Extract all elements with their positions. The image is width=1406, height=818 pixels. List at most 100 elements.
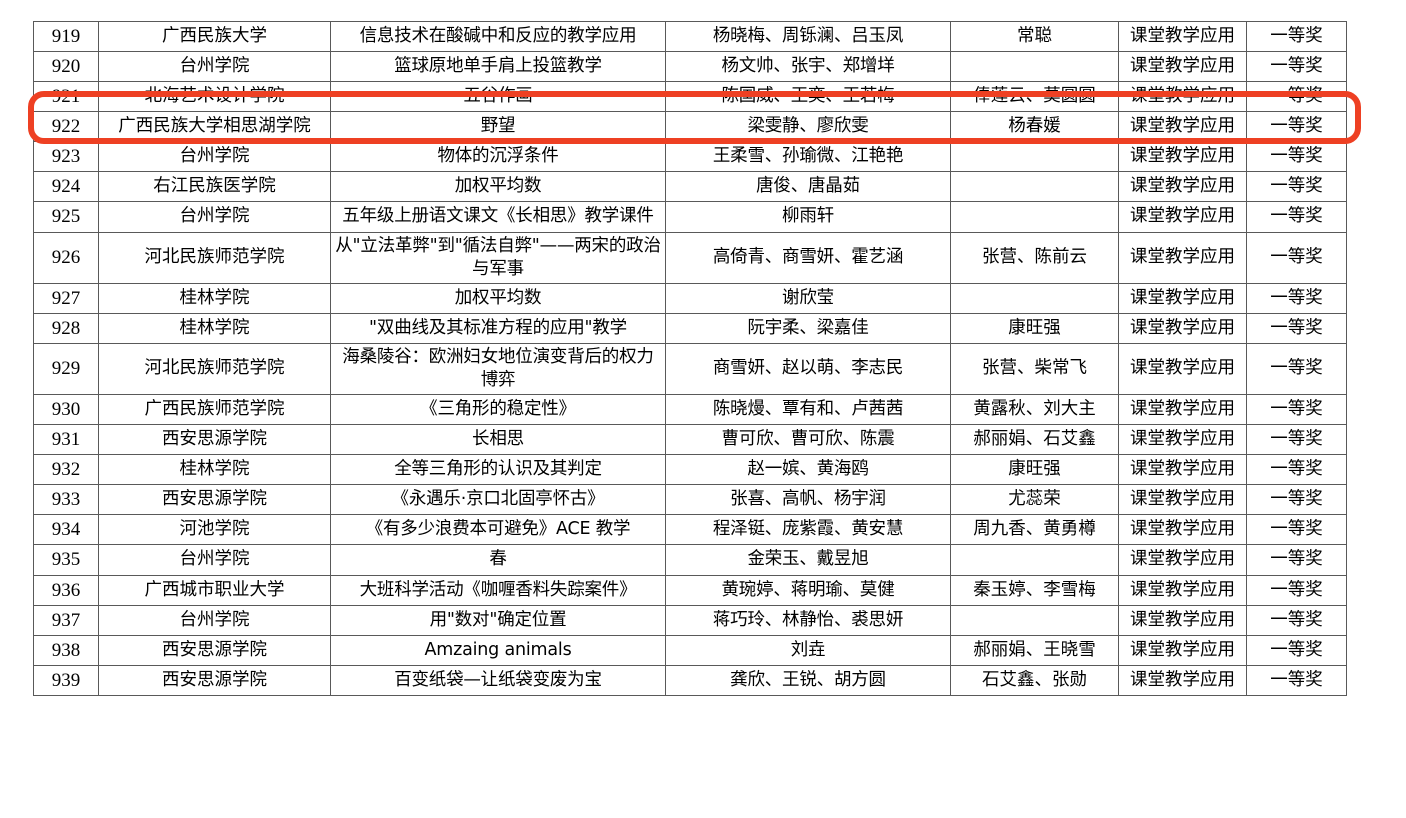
cell-school: 西安思源学院 — [98, 424, 331, 456]
cell-title: 《三角形的稳定性》 — [330, 394, 666, 426]
cell-title: 《有多少浪费本可避免》ACE 教学 — [330, 514, 666, 546]
cell-seq: 922 — [33, 111, 99, 143]
cell-guides: 郝丽娟、石艾鑫 — [950, 424, 1119, 456]
cell-school: 河北民族师范学院 — [98, 231, 331, 284]
cell-award: 一等奖 — [1246, 484, 1347, 516]
table-body: 919 广西民族大学 信息技术在酸碱中和反应的教学应用 杨晓梅、周铄澜、吕玉凤 常聪 课堂… — [33, 20, 1347, 696]
cell-seq: 920 — [33, 51, 99, 83]
table-row: 937 台州学院 用"数对"确定位置 蒋巧玲、林静怡、裘思妍 课堂教学应用 一等奖 — [33, 604, 1347, 636]
cell-authors: 杨文帅、张宇、郑增垟 — [665, 51, 951, 83]
cell-award: 一等奖 — [1246, 231, 1347, 284]
cell-school: 台州学院 — [98, 201, 331, 233]
cell-award: 一等奖 — [1246, 634, 1347, 666]
table-row: 931 西安思源学院 长相思 曹可欣、曹可欣、陈震 郝丽娟、石艾鑫 课堂教学应用 一等奖 — [33, 424, 1347, 456]
cell-award: 一等奖 — [1246, 454, 1347, 486]
cell-authors: 陈晓熳、覃有和、卢茜茜 — [665, 394, 951, 426]
cell-award: 一等奖 — [1246, 20, 1347, 53]
cell-title: 用"数对"确定位置 — [330, 604, 666, 636]
cell-award: 一等奖 — [1246, 81, 1347, 113]
table-row: 919 广西民族大学 信息技术在酸碱中和反应的教学应用 杨晓梅、周铄澜、吕玉凤 常聪 课堂… — [33, 20, 1347, 53]
cell-authors: 赵一嫔、黄海鸥 — [665, 454, 951, 486]
cell-guides: 周九香、黄勇樽 — [950, 514, 1119, 546]
cell-title: 加权平均数 — [330, 282, 666, 314]
cell-award: 一等奖 — [1246, 394, 1347, 426]
cell-school: 台州学院 — [98, 51, 331, 83]
cell-seq: 932 — [33, 454, 99, 486]
cell-authors: 王柔雪、孙瑜微、江艳艳 — [665, 141, 951, 173]
cell-school: 广西城市职业大学 — [98, 574, 331, 606]
cell-guides: 康旺强 — [950, 312, 1119, 344]
table-row: 933 西安思源学院 《永遇乐·京口北固亭怀古》 张喜、高帆、杨宇润 尤蕊荣 课堂教学应用… — [33, 484, 1347, 516]
table-row: 929 河北民族师范学院 海桑陵谷：欧洲妇女地位演变背后的权力博弈 商雪妍、赵以萌、李… — [33, 342, 1347, 396]
cell-title: 海桑陵谷：欧洲妇女地位演变背后的权力博弈 — [330, 342, 666, 396]
cell-school: 桂林学院 — [98, 312, 331, 344]
cell-award: 一等奖 — [1246, 664, 1347, 696]
cell-authors: 梁雯静、廖欣雯 — [665, 111, 951, 143]
cell-award: 一等奖 — [1246, 51, 1347, 83]
cell-title: 百变纸袋—让纸袋变废为宝 — [330, 664, 666, 696]
cell-award: 一等奖 — [1246, 514, 1347, 546]
cell-authors: 曹可欣、曹可欣、陈震 — [665, 424, 951, 456]
table-row: 938 西安思源学院 Amzaing animals 刘垚 郝丽娟、王晓雪 课堂教学应用一… — [33, 634, 1347, 666]
cell-school: 河北民族师范学院 — [98, 342, 331, 396]
cell-category: 课堂教学应用 — [1118, 171, 1247, 203]
cell-seq: 926 — [33, 231, 99, 284]
cell-seq: 924 — [33, 171, 99, 203]
cell-category: 课堂教学应用 — [1118, 574, 1247, 606]
table-row: 939 西安思源学院 百变纸袋—让纸袋变废为宝 龚欣、王锐、胡方圆 石艾鑫、张勋 课堂教学… — [33, 664, 1347, 696]
cell-authors: 商雪妍、赵以萌、李志民 — [665, 342, 951, 396]
cell-school: 西安思源学院 — [98, 664, 331, 696]
cell-title: 《永遇乐·京口北固亭怀古》 — [330, 484, 666, 516]
cell-guides: 杨春媛 — [950, 111, 1119, 143]
table-row: 932 桂林学院 全等三角形的认识及其判定 赵一嫔、黄海鸥 康旺强 课堂教学应用 一等奖 — [33, 454, 1347, 486]
cell-guides — [950, 604, 1119, 636]
cell-guides — [950, 282, 1119, 314]
cell-authors: 柳雨轩 — [665, 201, 951, 233]
cell-title: 从"立法革弊"到"循法自弊"——两宋的政治与军事 — [330, 231, 666, 284]
cell-guides: 尤蕊荣 — [950, 484, 1119, 516]
cell-award: 一等奖 — [1246, 282, 1347, 314]
cell-title: 物体的沉浮条件 — [330, 141, 666, 173]
cell-guides — [950, 51, 1119, 83]
cell-category: 课堂教学应用 — [1118, 454, 1247, 486]
cell-category: 课堂教学应用 — [1118, 664, 1247, 696]
cell-category: 课堂教学应用 — [1118, 424, 1247, 456]
cell-guides: 郝丽娟、王晓雪 — [950, 634, 1119, 666]
award-list-table: 919 广西民族大学 信息技术在酸碱中和反应的教学应用 杨晓梅、周铄澜、吕玉凤 常聪 课堂… — [33, 20, 1347, 696]
cell-guides: 石艾鑫、张勋 — [950, 664, 1119, 696]
cell-school: 北海艺术设计学院 — [98, 81, 331, 113]
cell-seq: 929 — [33, 342, 99, 396]
cell-authors: 蒋巧玲、林静怡、裘思妍 — [665, 604, 951, 636]
cell-seq: 939 — [33, 664, 99, 696]
table-row: 925 台州学院 五年级上册语文课文《长相思》教学课件 柳雨轩 课堂教学应用 一等奖 — [33, 201, 1347, 233]
table-row: 922 广西民族大学相思湖学院 野望 梁雯静、廖欣雯 杨春媛 课堂教学应用 一等奖 — [33, 111, 1347, 143]
cell-title: 大班科学活动《咖喱香料失踪案件》 — [330, 574, 666, 606]
cell-title: 全等三角形的认识及其判定 — [330, 454, 666, 486]
cell-seq: 928 — [33, 312, 99, 344]
cell-title: 信息技术在酸碱中和反应的教学应用 — [330, 20, 666, 53]
cell-guides: 康旺强 — [950, 454, 1119, 486]
cell-title: 加权平均数 — [330, 171, 666, 203]
cell-authors: 龚欣、王锐、胡方圆 — [665, 664, 951, 696]
cell-guides — [950, 201, 1119, 233]
cell-guides: 黄露秋、刘大主 — [950, 394, 1119, 426]
table-row: 935 台州学院春金荣玉、戴昱旭 课堂教学应用 一等奖 — [33, 544, 1347, 576]
cell-category: 课堂教学应用 — [1118, 111, 1247, 143]
cell-category: 课堂教学应用 — [1118, 51, 1247, 83]
cell-seq: 919 — [33, 20, 99, 53]
cell-guides: 张营、陈前云 — [950, 231, 1119, 284]
cell-guides — [950, 141, 1119, 173]
cell-award: 一等奖 — [1246, 342, 1347, 396]
cell-guides: 俸莲云、莫圆圆 — [950, 81, 1119, 113]
cell-category: 课堂教学应用 — [1118, 20, 1247, 53]
cell-title: 五谷作画 — [330, 81, 666, 113]
table-row: 928 桂林学院 "双曲线及其标准方程的应用"教学 阮宇柔、梁嘉佳 康旺强 课堂教学应用一… — [33, 312, 1347, 344]
cell-school: 广西民族大学 — [98, 20, 331, 53]
cell-category: 课堂教学应用 — [1118, 81, 1247, 113]
table-row: 924 右江民族医学院 加权平均数 唐俊、唐晶茹 课堂教学应用 一等奖 — [33, 171, 1347, 203]
cell-authors: 刘垚 — [665, 634, 951, 666]
cell-guides — [950, 544, 1119, 576]
table-row: 921 北海艺术设计学院 五谷作画 陈国威、王奕、王若梅 俸莲云、莫圆圆 课堂教学应用 一等… — [33, 81, 1347, 113]
table-row: 927 桂林学院 加权平均数 谢欣莹 课堂教学应用 一等奖 — [33, 282, 1347, 314]
